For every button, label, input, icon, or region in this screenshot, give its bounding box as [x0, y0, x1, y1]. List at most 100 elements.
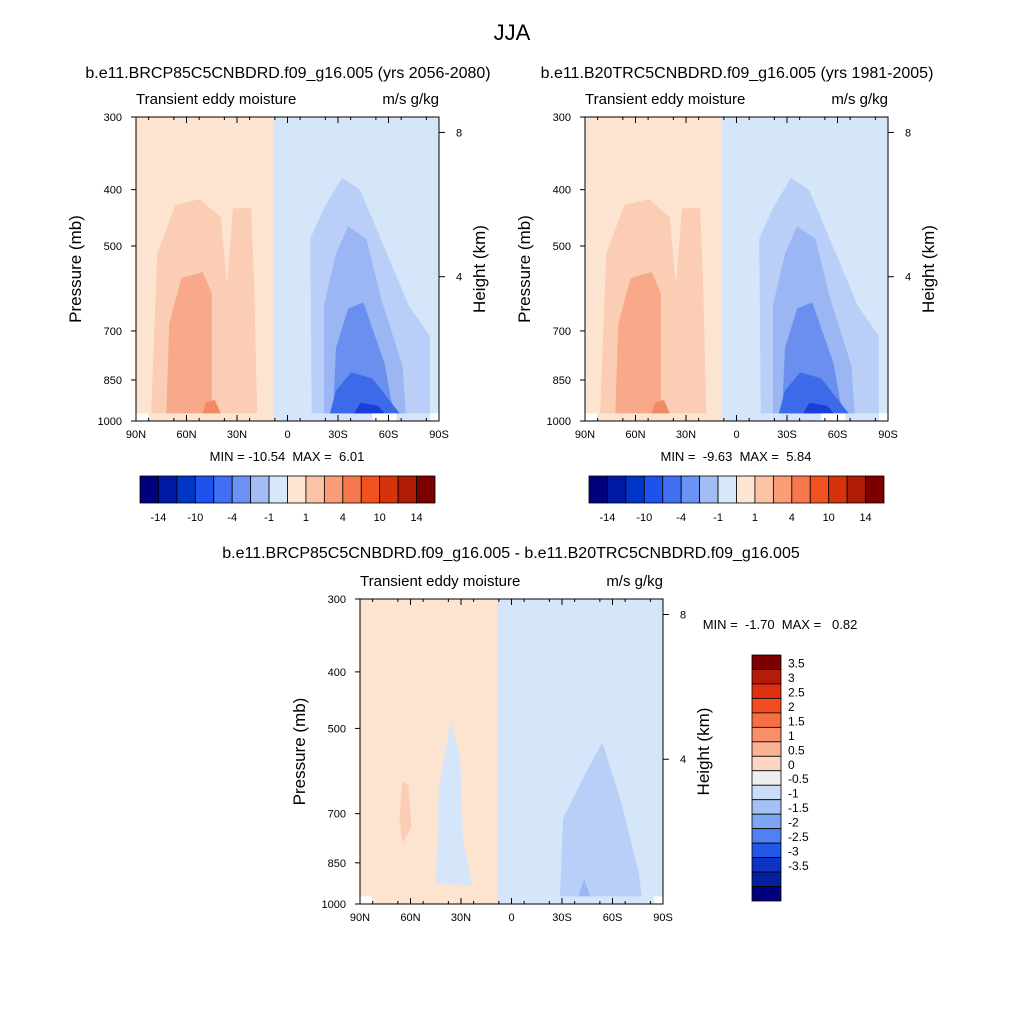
colorbar-swatch: [662, 475, 682, 504]
y-tick-label: 700: [553, 326, 571, 338]
colorbar-label: 14: [859, 512, 871, 524]
colorbar-swatch: [772, 475, 793, 504]
colorbar-label: 14: [410, 512, 422, 524]
panel-title: b.e11.B20TRC5CNBDRD.f09_g16.005 (yrs 198…: [541, 65, 934, 82]
x-tick-label: 90N: [350, 912, 370, 924]
colorbar-swatch: [717, 475, 737, 504]
y-axis-label: Pressure (mb): [66, 215, 85, 323]
y-axis-label: Pressure (mb): [290, 698, 309, 806]
terrain-mask: [360, 896, 373, 904]
colorbar-label: 4: [340, 512, 346, 524]
variable-label: Transient eddy moisture: [136, 91, 296, 108]
contour-region-negative: [803, 402, 834, 414]
x-tick-label: 30S: [777, 429, 797, 441]
colorbar-swatch: [751, 712, 782, 728]
colorbar-swatch: [751, 886, 782, 902]
contour-region-positive: [651, 399, 670, 414]
colorbar-label: 3: [788, 671, 795, 685]
variable-label: Transient eddy moisture: [585, 91, 745, 108]
colorbar-swatch: [751, 828, 782, 844]
terrain-mask: [136, 413, 149, 421]
contour-fills: [360, 599, 663, 904]
y-tick-label: 700: [104, 326, 122, 338]
min-max-stats: MIN = -10.54 MAX = 6.01: [210, 449, 365, 464]
colorbar-swatch: [846, 475, 866, 504]
colorbar-swatch: [588, 475, 608, 504]
y2-tick-label: 8: [905, 127, 911, 139]
contour-region-negative: [578, 879, 591, 897]
colorbar-swatch: [643, 475, 664, 504]
colorbar-label: -0.5: [788, 772, 809, 786]
colorbar-swatch: [305, 475, 325, 504]
terrain-mask: [372, 413, 397, 421]
colorbar-swatch: [680, 475, 701, 504]
colorbar-label: 10: [374, 512, 386, 524]
contour-region-positive: [202, 399, 221, 414]
y-tick-label: 300: [553, 112, 571, 124]
y-tick-label: 1000: [547, 416, 571, 428]
colorbar-label: -2: [788, 816, 799, 830]
x-tick-label: 90N: [575, 429, 595, 441]
x-tick-label: 60S: [379, 429, 399, 441]
x-tick-label: 0: [508, 912, 514, 924]
colorbar-swatch: [699, 475, 719, 504]
colorbar-label: -3: [788, 845, 799, 859]
contour-region-negative: [435, 721, 473, 886]
colorbar-label: 3.5: [788, 656, 805, 670]
colorbar-label: -2.5: [788, 830, 809, 844]
colorbar: -14 -10 -4 -1 1 4 10 14: [588, 475, 885, 524]
colorbar-swatch: [751, 871, 782, 887]
x-tick-label: 30N: [676, 429, 696, 441]
colorbar-swatch: [751, 726, 782, 743]
y2-axis-label: Height (km): [694, 708, 713, 796]
colorbar-label: -10: [636, 512, 652, 524]
colorbar-swatch: [287, 475, 307, 504]
y2-tick-label: 8: [456, 127, 462, 139]
colorbar-swatch: [231, 475, 252, 504]
colorbar-label: 2.5: [788, 685, 805, 699]
panel-title: b.e11.BRCP85C5CNBDRD.f09_g16.005 (yrs 20…: [85, 65, 490, 82]
colorbar-label: 0.5: [788, 743, 805, 757]
contour-region-positive: [399, 782, 412, 843]
colorbar-label: -14: [599, 512, 615, 524]
x-tick-label: 0: [733, 429, 739, 441]
terrain-mask: [585, 413, 598, 421]
colorbar-label: -1: [264, 512, 274, 524]
colorbar-label: -1.5: [788, 801, 809, 815]
colorbar-label: -10: [187, 512, 203, 524]
colorbar-swatch: [416, 475, 436, 504]
colorbar-swatch: [751, 683, 782, 699]
units-label: m/s g/kg: [606, 573, 663, 590]
colorbar-label: 1: [303, 512, 309, 524]
x-tick-label: 30N: [451, 912, 471, 924]
colorbar-swatch: [751, 741, 782, 757]
contour-region-positive: [360, 599, 497, 904]
panel-difference: b.e11.BRCP85C5CNBDRD.f09_g16.005 - b.e11…: [222, 545, 857, 924]
colorbar-swatch: [379, 475, 399, 504]
terrain-mask: [429, 413, 439, 421]
colorbar-swatch: [751, 842, 782, 858]
x-tick-label: 60S: [828, 429, 848, 441]
colorbar-swatch: [751, 857, 782, 873]
x-tick-label: 90S: [653, 912, 673, 924]
y-tick-label: 500: [553, 241, 571, 253]
y2-tick-label: 4: [680, 754, 686, 766]
colorbar-swatch: [139, 475, 159, 504]
colorbar-swatch: [809, 475, 830, 504]
colorbar-swatch: [865, 475, 885, 504]
x-tick-label: 60S: [603, 912, 623, 924]
colorbar-label: -1: [788, 787, 799, 801]
y-tick-label: 400: [328, 667, 346, 679]
terrain-mask: [653, 896, 663, 904]
y-axis-label: Pressure (mb): [515, 215, 534, 323]
min-max-stats: MIN = -9.63 MAX = 5.84: [660, 449, 811, 464]
colorbar-label: -4: [676, 512, 686, 524]
y2-tick-label: 4: [456, 272, 462, 284]
x-tick-label: 60N: [176, 429, 196, 441]
y-tick-label: 1000: [98, 416, 122, 428]
y2-axis-label: Height (km): [919, 225, 938, 313]
colorbar-label: 0: [788, 758, 795, 772]
x-tick-label: 90S: [878, 429, 898, 441]
panel-historical: b.e11.B20TRC5CNBDRD.f09_g16.005 (yrs 198…: [515, 65, 938, 524]
terrain-mask: [821, 413, 846, 421]
